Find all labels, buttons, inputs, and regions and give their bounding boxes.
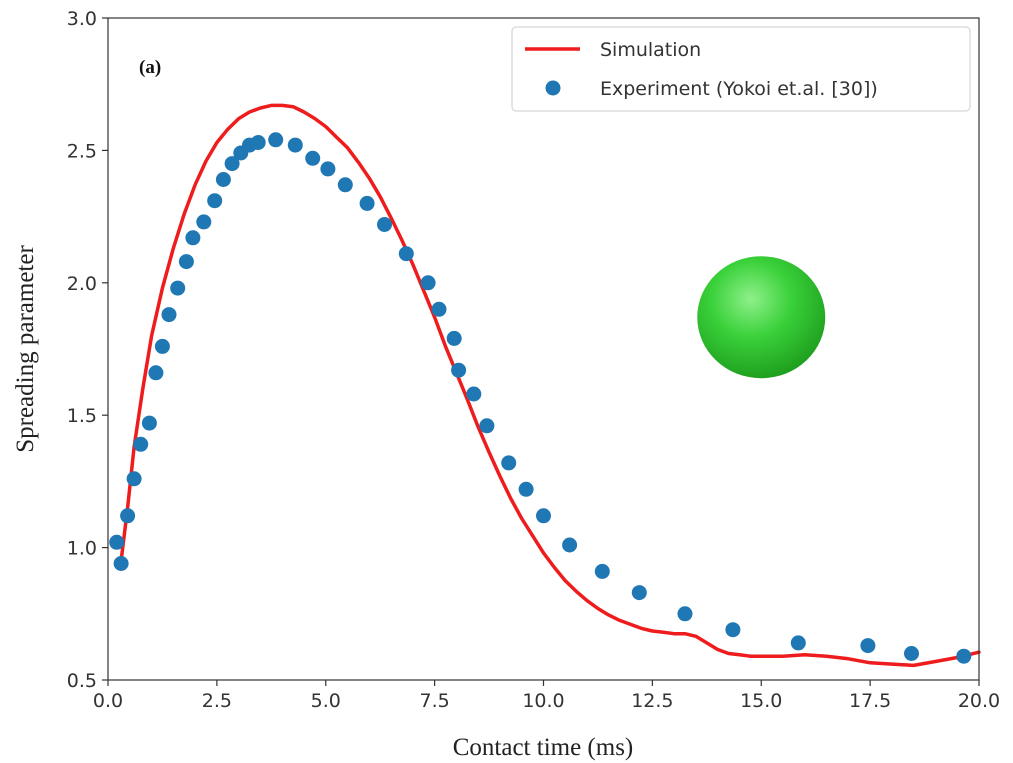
x-tick-label: 17.5 bbox=[849, 690, 891, 712]
simulation-line bbox=[119, 103, 981, 668]
experiment-point bbox=[904, 646, 919, 661]
x-tick-label: 0.0 bbox=[93, 690, 123, 712]
experiment-point bbox=[133, 436, 149, 452]
y-axis-title: Spreading parameter bbox=[12, 245, 39, 453]
experiment-point bbox=[161, 307, 177, 323]
experiment-point bbox=[377, 217, 392, 232]
legend-experiment-swatch bbox=[545, 80, 561, 96]
x-tick-label: 7.5 bbox=[420, 690, 450, 712]
droplet-sphere bbox=[697, 256, 826, 379]
experiment-point bbox=[170, 280, 186, 296]
experiment-point bbox=[250, 135, 266, 150]
experiment-point bbox=[320, 161, 336, 177]
experiment-point bbox=[196, 214, 212, 230]
experiment-point bbox=[207, 193, 223, 209]
experiment-point bbox=[185, 230, 201, 246]
experiment-point bbox=[860, 638, 876, 654]
experiment-point bbox=[466, 386, 482, 402]
x-tick-label: 15.0 bbox=[740, 690, 782, 712]
experiment-point bbox=[141, 415, 157, 431]
experiment-point bbox=[359, 195, 375, 211]
experiment-point bbox=[113, 556, 129, 571]
experiment-point bbox=[126, 471, 142, 487]
experiment-point bbox=[305, 150, 321, 166]
y-tick-label: 1.0 bbox=[67, 538, 97, 560]
experiment-point bbox=[479, 418, 495, 434]
experiment-point bbox=[956, 648, 972, 664]
experiment-point bbox=[224, 156, 240, 172]
experiment-point bbox=[431, 301, 447, 317]
experiment-point bbox=[451, 362, 467, 378]
experiment-point bbox=[215, 172, 231, 187]
experiment-point bbox=[148, 365, 164, 381]
plot-frame bbox=[107, 17, 980, 681]
experiment-point bbox=[420, 275, 436, 291]
experiment-point bbox=[536, 508, 551, 524]
x-tick-label: 5.0 bbox=[311, 690, 341, 712]
experiment-point bbox=[446, 330, 462, 346]
x-tick-label: 20.0 bbox=[958, 690, 1000, 712]
experiment-point bbox=[337, 177, 353, 193]
legend-box bbox=[511, 26, 971, 112]
experiment-point bbox=[518, 481, 534, 497]
x-tick-label: 10.0 bbox=[522, 690, 564, 712]
x-tick-label: 2.5 bbox=[202, 690, 232, 712]
experiment-point bbox=[398, 246, 414, 262]
legend-experiment-label: Experiment (Yokoi et.al. [30]) bbox=[600, 78, 878, 100]
y-tick-label: 2.0 bbox=[67, 273, 97, 295]
experiment-point bbox=[725, 622, 741, 638]
panel-label: (a) bbox=[139, 57, 161, 78]
experiment-point bbox=[178, 254, 194, 270]
y-tick-label: 0.5 bbox=[67, 670, 97, 692]
x-tick-label: 12.5 bbox=[631, 690, 673, 712]
experiment-point bbox=[677, 606, 693, 622]
experiment-point bbox=[790, 635, 806, 651]
y-tick-label: 1.5 bbox=[67, 405, 97, 427]
experiment-point bbox=[287, 137, 303, 153]
experiment-markers bbox=[109, 132, 972, 664]
experiment-point bbox=[562, 537, 578, 553]
experiment-point bbox=[154, 338, 170, 354]
experiment-point bbox=[594, 563, 610, 579]
plot-area: 0.0 2.5 5.0 7.5 10.0 12.5 15.0 17.5 20.0 0.5 1.0 1.… bbox=[67, 8, 1000, 712]
experiment-point bbox=[109, 534, 125, 550]
axis-ticks: 0.0 2.5 5.0 7.5 10.0 12.5 15.0 17.5 20.0 0.5 1.0 1.… bbox=[67, 8, 1000, 712]
experiment-point bbox=[501, 455, 517, 471]
y-tick-label: 2.5 bbox=[67, 140, 97, 162]
legend-simulation-label: Simulation bbox=[600, 39, 701, 61]
legend: Simulation Experiment (Yokoi et.al. [30]… bbox=[511, 26, 971, 112]
experiment-point bbox=[268, 132, 284, 148]
x-axis-title: Contact time (ms) bbox=[453, 734, 634, 761]
y-tick-label: 3.0 bbox=[67, 8, 97, 30]
experiment-point bbox=[120, 508, 136, 524]
experiment-point bbox=[631, 585, 647, 601]
